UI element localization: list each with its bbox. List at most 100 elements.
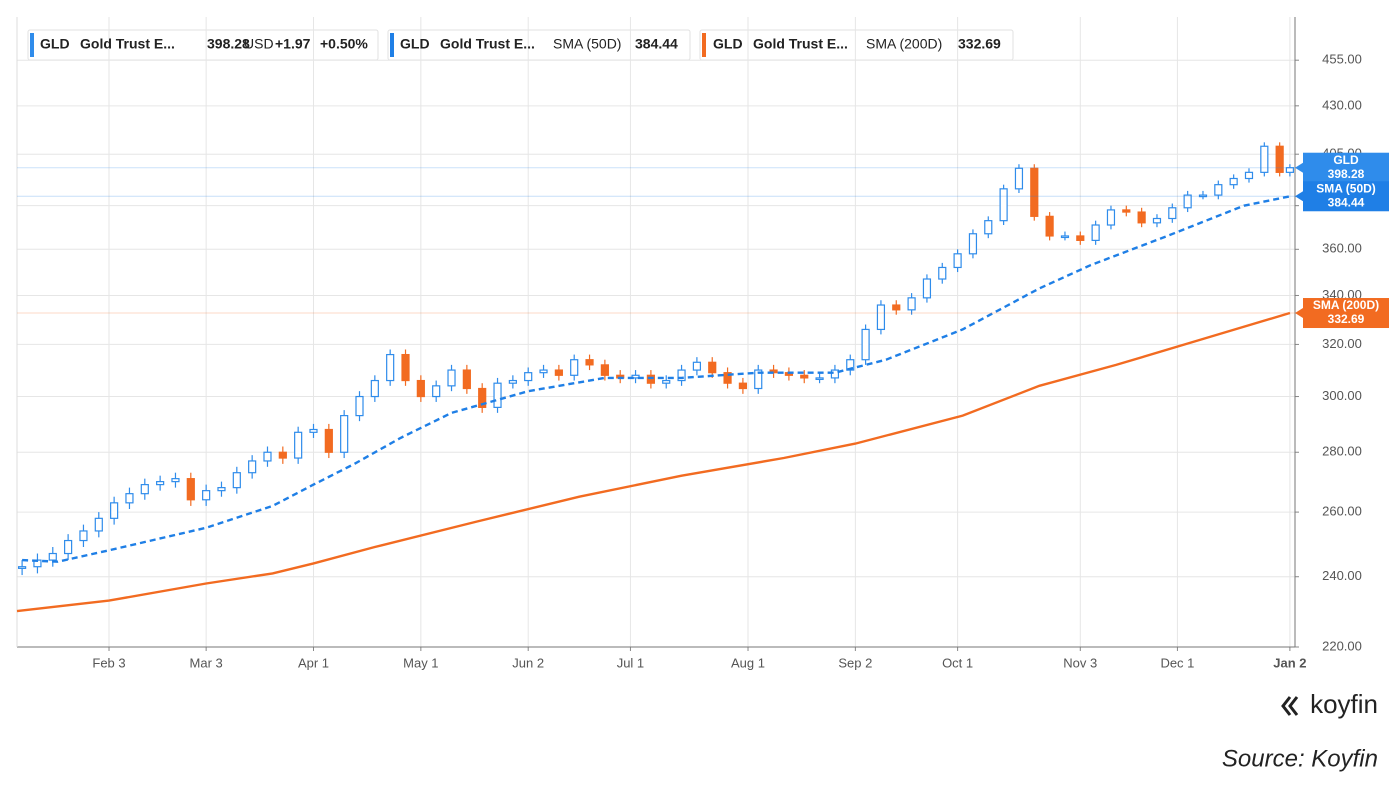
candle-body [1214,184,1223,196]
legend-change-pct: +0.50% [320,36,368,52]
candle-body [1244,171,1254,180]
legend-name: Gold Trust E... [440,36,535,52]
legend-series: SMA (200D) [866,36,942,52]
price-badge-label: GLD [1333,153,1359,167]
candle-body [340,415,349,453]
candle-body [416,379,425,398]
candle-body [140,484,149,495]
candle-body [370,379,379,398]
sma-badge [1303,181,1389,212]
brand: koyfin [1310,689,1378,719]
candle-body [432,385,441,398]
price-badge-value: 398.28 [1328,167,1365,181]
candle-body [278,451,287,459]
candle-body [186,478,195,501]
overlay-line [22,195,1291,563]
brand-icon [1281,696,1299,716]
candle-body [324,428,333,453]
legend-currency: USD [244,36,274,52]
candle-body [800,374,809,379]
candle-body [493,382,502,408]
candle-body [692,361,701,371]
candle-body [1106,209,1116,226]
candle-body [64,539,73,555]
y-tick-label: 240.00 [1322,568,1362,583]
candle-body [999,188,1008,222]
candle-body [1275,145,1284,173]
sma-badge-pointer [1295,191,1303,202]
candle-body [708,361,717,374]
candle-body [1152,217,1162,224]
candle-body [631,374,640,379]
candle-body [48,552,57,561]
legend-swatch [702,33,706,57]
candle-body [18,566,27,569]
candle-body [248,460,257,474]
candle-body [984,220,993,235]
sma-badge-label: SMA (50D) [1316,181,1376,195]
candle-body [1076,235,1085,241]
sma-badge-label: SMA (200D) [1313,298,1379,312]
candle-body [846,359,855,371]
candle-body [938,266,947,280]
candle-body [217,487,226,492]
candle-body [815,377,824,381]
candle-body [309,428,318,433]
sma-badge-value: 384.44 [1328,195,1365,209]
candle-body [754,369,763,390]
candle-body [1030,167,1039,217]
legend-name: Gold Trust E... [80,36,175,52]
candle-body [263,451,272,462]
y-tick-label: 320.00 [1322,336,1362,351]
candle-body [922,278,932,299]
legend-value: 332.69 [958,36,1001,52]
x-tick-label: May 1 [403,655,438,670]
x-tick-label: Apr 1 [298,655,329,670]
candle-body [1168,207,1177,220]
price-badge [1303,152,1389,183]
candle-body [554,369,563,376]
candle-body [524,372,533,382]
legend-value: 384.44 [635,36,678,52]
y-tick-label: 360.00 [1322,241,1362,256]
candle-body [662,379,671,384]
y-tick-label: 455.00 [1322,52,1362,67]
candle-body [1045,215,1054,237]
x-tick-label: Jul 1 [617,655,644,670]
candle-body [830,369,840,379]
candle-body [171,478,180,483]
candle-body [570,359,579,376]
candle-body [953,253,962,269]
candle-body [447,369,456,387]
x-tick-label: Sep 2 [838,655,872,670]
sma-badge [1303,298,1389,329]
legend-name: Gold Trust E... [753,36,848,52]
x-tick-label: Oct 1 [942,655,973,670]
sma-badge-value: 332.69 [1328,312,1365,326]
x-tick-label: Feb 3 [92,655,125,670]
candle-body [355,395,364,417]
y-tick-label: 430.00 [1322,97,1362,112]
candle-body [600,364,609,376]
candle-body [1229,177,1238,186]
candle-body [1198,194,1208,198]
candle-body [202,490,211,501]
y-tick-label: 220.00 [1322,638,1362,653]
candle-body [1014,167,1024,190]
candle-body [401,353,410,382]
candle-body [508,379,517,384]
x-tick-label: Aug 1 [731,655,765,670]
candle-body [1260,145,1269,173]
candle-body [156,481,165,486]
candle-body [585,359,594,366]
x-tick-label: Jun 2 [512,655,544,670]
y-tick-label: 260.00 [1322,504,1362,519]
candle-body [539,369,548,374]
candle-body [907,297,916,311]
legend-swatch [30,33,34,57]
candle-body [1060,235,1070,239]
legend-ticker: GLD [400,36,430,52]
candle-body [386,353,395,382]
y-tick-label: 280.00 [1322,444,1362,459]
